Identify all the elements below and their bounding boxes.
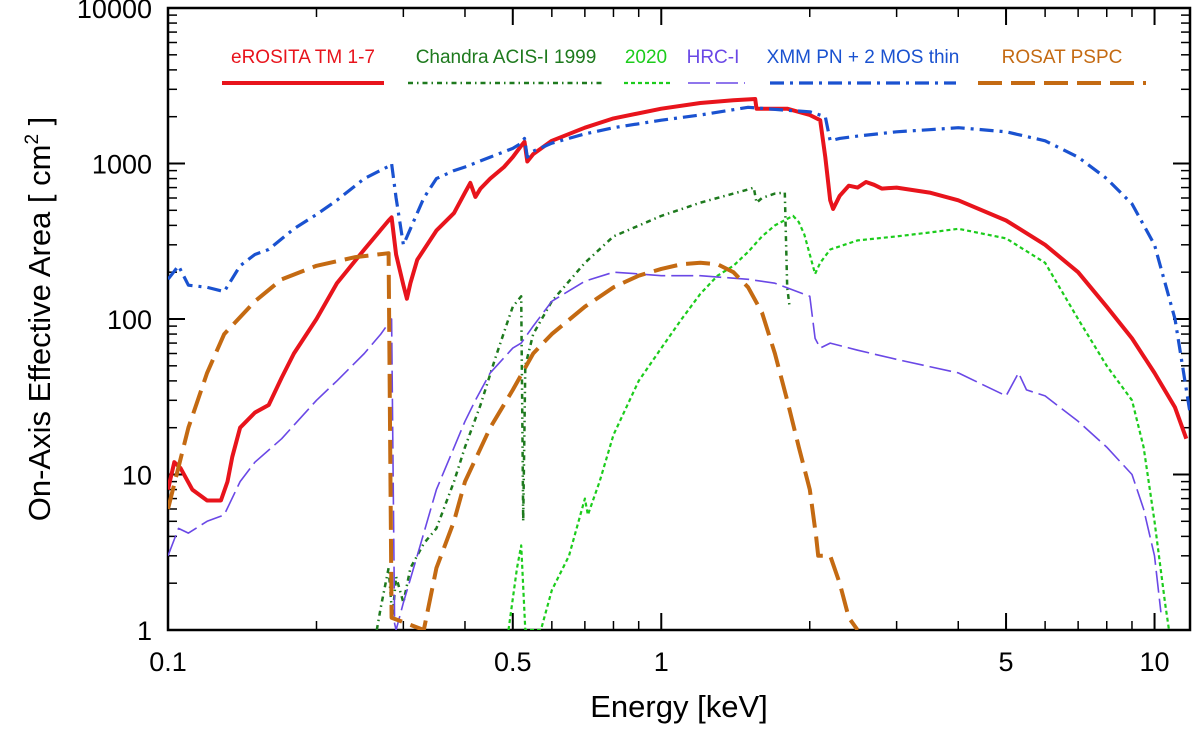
series-acis1999-line (375, 186, 791, 630)
x-axis-title: Energy [keV] (590, 689, 767, 724)
y-tick-label: 1000 (92, 150, 152, 180)
series-hrci-line (168, 271, 1162, 630)
minor-ticks (168, 8, 1190, 630)
x-tick-label: 1 (654, 647, 669, 677)
legend-label-acis2020: 2020 (625, 47, 667, 68)
x-tick-label: 0.5 (494, 647, 532, 677)
series-xmm-line (168, 105, 1190, 413)
legend-label-hrci: HRC-I (687, 47, 740, 68)
y-axis-title: On-Axis Effective Area [ cm2 ] (22, 117, 57, 522)
legend-label-erosita: eROSITA TM 1-7 (231, 47, 375, 68)
y-tick-label: 10 (122, 461, 152, 491)
legend-label-xmm: XMM PN + 2 MOS thin (767, 47, 960, 68)
y-tick-label: 100 (107, 305, 152, 335)
y-axis-title-close: ] (22, 117, 57, 134)
y-tick-label: 1 (137, 616, 152, 646)
plot-frame (166, 6, 1192, 632)
series-acis2020-line (507, 214, 1171, 630)
series-layer (168, 97, 1190, 630)
x-tick-label: 0.1 (149, 647, 187, 677)
legend-label-rosat: ROSAT PSPC (1002, 47, 1123, 68)
x-tick-label: 10 (1140, 647, 1170, 677)
series-erosita-line (168, 97, 1189, 503)
series-rosat-line (168, 251, 860, 630)
legend: eROSITA TM 1-7 Chandra ACIS-I 1999 2020 HRC… (222, 47, 1146, 85)
y-tick-label: 10000 (77, 0, 152, 24)
y-axis-title-text: On-Axis Effective Area [ cm (22, 145, 57, 522)
legend-label-acis1999: Chandra ACIS-I 1999 (416, 47, 597, 68)
y-tick-labels: 1 10 100 1000 10000 (77, 0, 152, 646)
x-tick-label: 5 (999, 647, 1014, 677)
x-tick-labels: 0.1 0.5 1 5 10 (149, 647, 1169, 677)
y-axis-title-sup: 2 (22, 134, 43, 145)
major-ticks (167, 7, 1190, 631)
